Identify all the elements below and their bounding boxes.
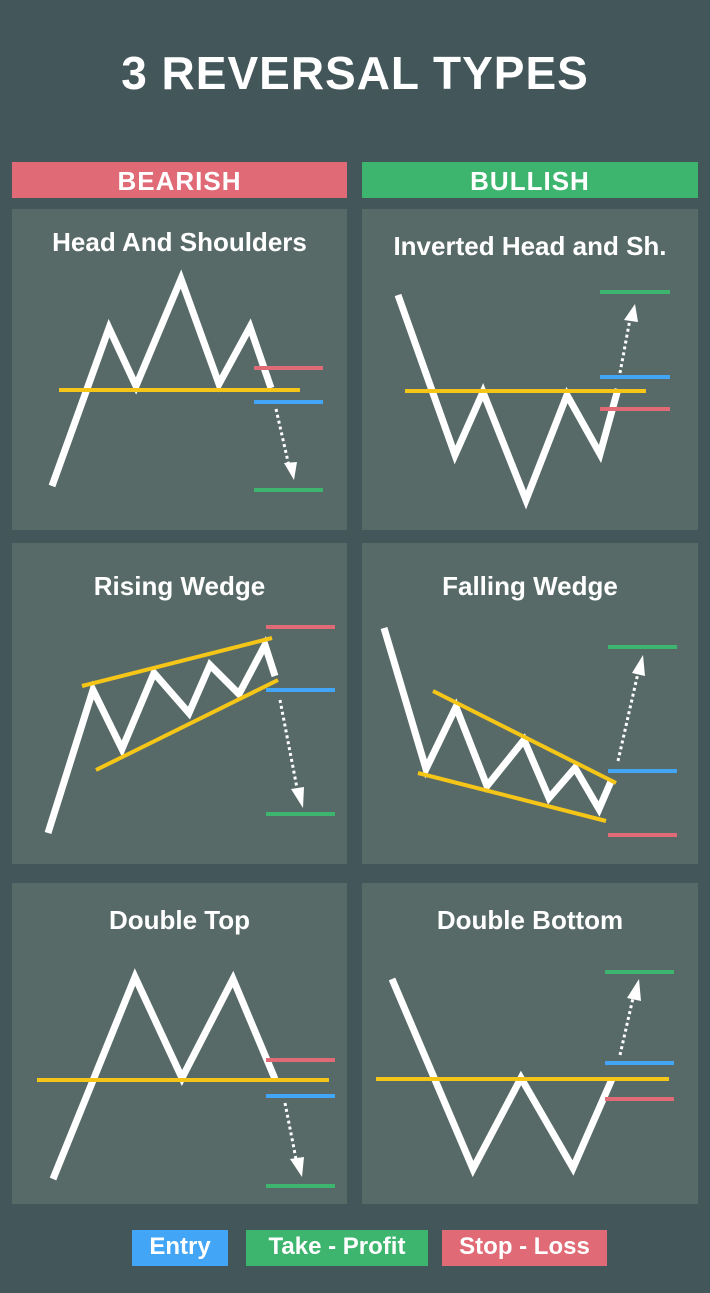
arrow-head bbox=[290, 1157, 304, 1177]
arrow-line bbox=[618, 997, 635, 1056]
arrow-line bbox=[616, 672, 640, 762]
lower-trendline bbox=[417, 771, 607, 823]
lower-trendline bbox=[95, 678, 279, 772]
arrow-line bbox=[618, 318, 632, 374]
price-line bbox=[44, 636, 279, 835]
arrow-line bbox=[283, 1102, 298, 1160]
arrow-head bbox=[624, 304, 638, 322]
head-and-shoulders-panel: Head And Shoulders bbox=[12, 209, 347, 530]
panel-title: Head And Shoulders bbox=[52, 227, 307, 257]
panel-title: Double Bottom bbox=[436, 905, 624, 935]
arrow-line bbox=[278, 699, 299, 789]
panel-title: Inverted Head and Sh. bbox=[393, 231, 667, 261]
arrow-head bbox=[291, 787, 304, 808]
inverted-head-and-shoulders-diagram bbox=[394, 290, 670, 510]
arrow-head bbox=[284, 462, 297, 480]
falling-wedge-panel: Falling Wedge bbox=[362, 543, 698, 864]
price-line bbox=[380, 627, 616, 817]
double-top-panel: Double Top bbox=[12, 883, 347, 1204]
price-line bbox=[388, 977, 616, 1178]
falling-wedge-diagram bbox=[380, 627, 677, 837]
legend-stop-loss: Stop - Loss bbox=[442, 1230, 607, 1266]
panel-title: Double Top bbox=[108, 905, 251, 935]
rising-wedge-diagram bbox=[44, 625, 335, 835]
bullish-header: BULLISH bbox=[362, 162, 698, 198]
panel-title: Rising Wedge bbox=[93, 571, 266, 601]
panel-title: Falling Wedge bbox=[442, 571, 618, 601]
double-top-diagram bbox=[37, 968, 335, 1188]
rising-wedge-panel: Rising Wedge bbox=[12, 543, 347, 864]
arrow-line bbox=[274, 408, 291, 467]
upper-trendline bbox=[81, 636, 273, 688]
inverted-head-and-shoulders-panel: Inverted Head and Sh. bbox=[362, 209, 698, 530]
bearish-header: BEARISH bbox=[12, 162, 347, 198]
price-line bbox=[48, 269, 275, 488]
head-and-shoulders-diagram bbox=[48, 269, 323, 492]
double-bottom-panel: Double Bottom bbox=[362, 883, 698, 1204]
page-title: 3 REVERSAL TYPES bbox=[121, 47, 589, 99]
arrow-head bbox=[632, 655, 645, 676]
legend-take-profit: Take - Profit bbox=[246, 1230, 428, 1266]
legend-entry: Entry bbox=[132, 1230, 228, 1266]
price-line bbox=[394, 293, 622, 510]
arrow-head bbox=[627, 979, 641, 1001]
double-bottom-diagram bbox=[376, 970, 674, 1178]
upper-trendline bbox=[432, 689, 617, 785]
